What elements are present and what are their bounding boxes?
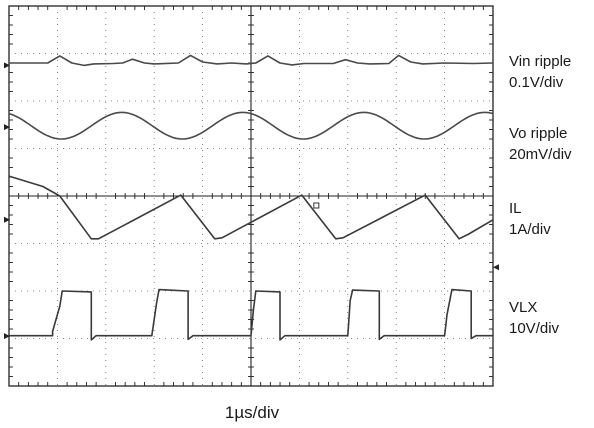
label-vin-ripple-name: Vin ripple [509,53,571,70]
channel-marker-4 [4,333,10,340]
cursor-marker [313,202,320,209]
trace-vin-ripple [9,54,494,67]
channel-labels: Vin ripple 0.1V/div Vo ripple 20mV/div I… [509,53,572,337]
waveforms [8,54,494,341]
timebase-label: 1µs/div [225,403,280,422]
trace-vo-ripple [8,111,494,140]
trigger-marker [493,264,499,271]
label-il-name: IL [509,200,522,217]
label-vlx-name: VLX [509,299,537,316]
label-vo-ripple-scale: 20mV/div [509,146,572,163]
label-vlx-scale: 10V/div [509,320,560,337]
trace-vlx [9,288,493,341]
label-vo-ripple-name: Vo ripple [509,125,567,142]
label-il-scale: 1A/div [509,221,551,238]
trace-il [8,175,494,240]
label-vin-ripple-scale: 0.1V/div [509,74,564,91]
channel-marker-3 [4,216,10,223]
channel-marker-2 [4,124,10,131]
channel-markers [4,62,499,340]
channel-marker-1 [4,62,10,69]
